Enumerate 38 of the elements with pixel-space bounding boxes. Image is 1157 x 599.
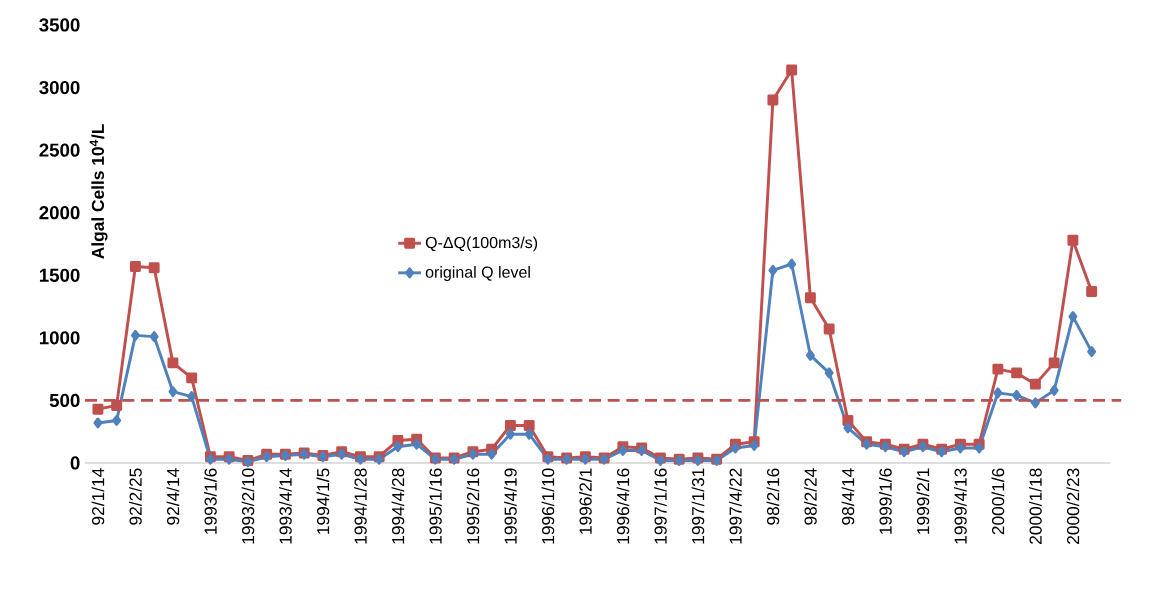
legend-label: original Q level: [425, 266, 530, 281]
x-tick-label: 1996/2/1: [579, 468, 592, 534]
x-tick-label: 92/1/14: [91, 468, 105, 525]
x-tick-label: 98/2/16: [766, 468, 780, 525]
x-tick-label: 1999/4/13: [954, 468, 967, 544]
x-tick-label: 2000/1/18: [1029, 468, 1042, 544]
x-tick-label: 98/4/14: [841, 468, 855, 525]
x-tick-label: 1993/4/14: [279, 468, 292, 544]
legend-label: Q-ΔQ(100m3/s): [425, 236, 538, 252]
y-tick-label: 1000: [39, 331, 80, 345]
x-tick-label: 1997/4/22: [729, 468, 742, 544]
y-tick-label: 3500: [39, 18, 80, 32]
x-tick-label: 1993/2/10: [241, 468, 255, 544]
x-tick-label: 2000/1/6: [991, 468, 1005, 535]
x-tick-label: 98/2/24: [804, 468, 817, 525]
x-tick-label: 1994/4/28: [391, 468, 405, 544]
x-tick-label: 92/2/25: [129, 468, 142, 525]
y-axis-title: Algal Cells 10$^{4}$/L: [89, 124, 108, 259]
y-tick-label: 0: [70, 456, 80, 470]
x-tick-label: 1997/1/31: [691, 468, 705, 544]
x-tick-label: 1995/4/19: [504, 468, 517, 544]
y-tick-label: 2500: [39, 143, 80, 157]
x-tick-label: 1999/1/6: [879, 468, 892, 534]
x-tick-label: 1997/1/16: [654, 468, 667, 544]
y-tick-label: 3000: [39, 80, 80, 95]
x-tick-label: 1995/1/16: [429, 468, 442, 544]
x-tick-label: 2000/2/23: [1066, 468, 1080, 544]
x-tick-label: 1996/4/16: [616, 468, 630, 544]
x-tick-label: 1994/1/28: [354, 468, 367, 544]
y-tick-label: 2000: [39, 206, 80, 220]
x-tick-label: 1994/1/5: [316, 468, 330, 534]
x-tick-label: 1996/1/10: [541, 468, 555, 544]
x-tick-label: 1995/2/16: [466, 468, 480, 544]
x-tick-label: 1993/1/6: [204, 468, 217, 534]
x-tick-label: 1999/2/1: [916, 468, 930, 534]
x-tick-label: 92/4/14: [166, 468, 180, 525]
y-tick-label: 500: [49, 393, 80, 408]
y-tick-label: 1500: [39, 268, 80, 282]
